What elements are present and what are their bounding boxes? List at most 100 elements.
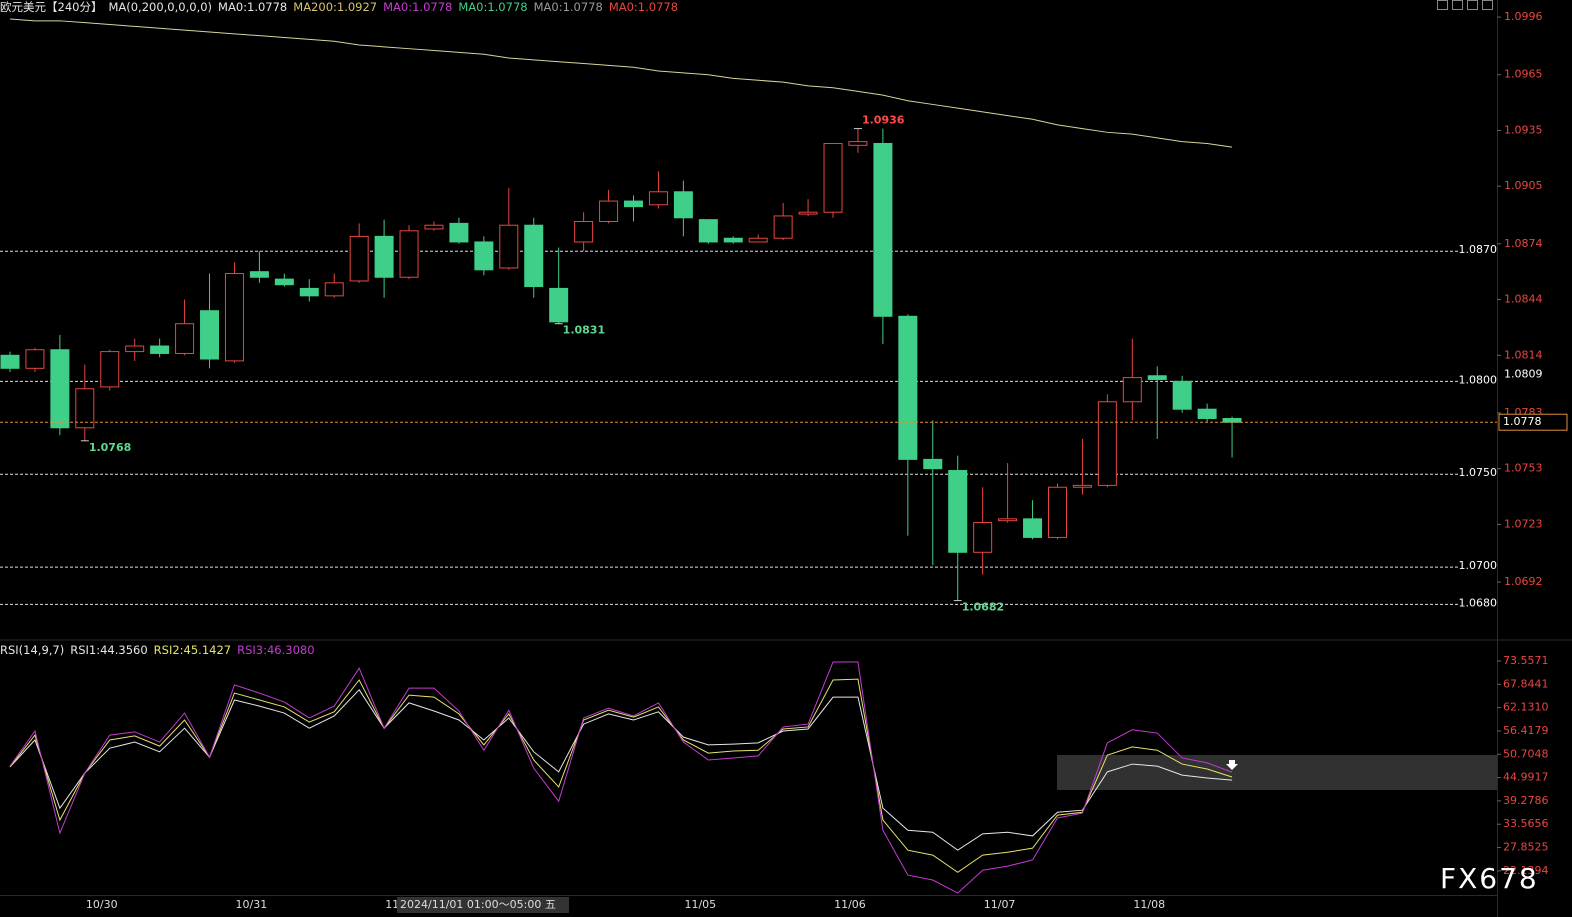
candle-body	[1072, 484, 1092, 488]
candle-body	[698, 219, 718, 243]
annotation: 1.0682	[962, 601, 1004, 614]
candle-body	[399, 230, 419, 278]
y-tick-label: 1.0814	[1504, 348, 1543, 361]
icon[interactable]	[1452, 0, 1463, 10]
candle-body	[798, 211, 818, 215]
y-tick-label: 73.5571	[1503, 654, 1549, 667]
candle-body	[499, 224, 519, 269]
candle-body	[75, 388, 95, 429]
candle-body	[50, 349, 70, 429]
price-marker: 1.0809	[1504, 368, 1543, 381]
candle-body	[424, 224, 444, 230]
candle-body	[200, 310, 220, 360]
x-tick-label: 11/06	[834, 898, 866, 911]
icon[interactable]	[1437, 0, 1448, 10]
candle-body	[848, 141, 868, 146]
y-tick-label: 1.0723	[1504, 517, 1543, 530]
legend-item: MA0:1.0778	[533, 0, 603, 14]
level-label: 1.0750	[1459, 466, 1498, 479]
candle-body	[748, 237, 768, 243]
y-tick-label: 1.0935	[1504, 123, 1543, 136]
x-tick-label: 11/07	[984, 898, 1016, 911]
candle-body	[449, 222, 469, 243]
y-tick-label: 27.8525	[1503, 841, 1549, 854]
candle-body	[374, 235, 394, 278]
current-price-box	[1498, 413, 1568, 431]
candle-body	[1197, 408, 1217, 419]
candle-body	[1122, 377, 1142, 403]
level-label: 1.0680	[1459, 596, 1498, 609]
legend-item: MA200:1.0927	[293, 0, 378, 14]
annotation: 1.0831	[563, 324, 605, 337]
candle-body	[524, 224, 544, 288]
y-tick-label: 1.0844	[1504, 293, 1543, 306]
candle-body	[25, 349, 45, 369]
candle-body	[973, 522, 993, 553]
candle-body	[948, 470, 968, 553]
candle-body	[0, 354, 20, 369]
candle-body	[549, 287, 569, 323]
watermark: FX678	[1440, 862, 1539, 895]
y-tick-label: 67.8441	[1503, 677, 1549, 690]
legend-item: MA0:1.0778	[608, 0, 679, 14]
candle-body	[1147, 375, 1167, 380]
y-tick-label: 56.4179	[1503, 724, 1549, 737]
cursor-label: 2024/11/01 01:00～05:00 五	[400, 898, 556, 911]
rsi-line	[9, 661, 1233, 894]
candle-body	[100, 351, 120, 388]
candle-body	[125, 345, 145, 353]
annotation: 1.0768	[89, 441, 131, 454]
y-tick-label: 33.5656	[1503, 817, 1549, 830]
y-tick-label: 1.0996	[1504, 10, 1543, 23]
candle-body	[574, 221, 594, 243]
candle-body	[923, 458, 943, 470]
y-tick-label: 50.7048	[1503, 747, 1549, 760]
candle-body	[349, 235, 369, 282]
y-tick-label: 1.0965	[1504, 68, 1543, 81]
symbol: 欧元美元【240分】	[0, 0, 103, 14]
legend-item: MA0:1.0778	[383, 0, 453, 14]
y-tick-label: 1.0753	[1504, 462, 1543, 475]
candle-body	[823, 142, 843, 213]
candle-body	[723, 237, 743, 243]
x-tick-label: 11/08	[1133, 898, 1165, 911]
legend-item: RSI1:44.3560	[70, 643, 148, 657]
candle-body	[1097, 401, 1117, 486]
highlight-box	[1057, 755, 1497, 790]
x-tick-label: 11/05	[684, 898, 716, 911]
level-label: 1.0800	[1459, 373, 1498, 386]
level-label: 1.0870	[1459, 243, 1498, 256]
x-tick-label: 10/31	[236, 898, 268, 911]
y-tick-label: 39.2786	[1503, 794, 1549, 807]
cursor-label-box	[397, 897, 570, 913]
rsi-header: RSI(14,9,7) RSI1:44.3560 RSI2:45.1427 RSI3:…	[0, 643, 315, 657]
candle-body	[648, 191, 668, 206]
legend-item: MA0:1.0778	[218, 0, 288, 14]
y-tick-label: 1.0874	[1504, 237, 1543, 250]
legend-item: RSI3:46.3080	[237, 643, 315, 657]
annotation: 1.0936	[862, 114, 905, 127]
y-tick-label: 1.0692	[1504, 575, 1543, 588]
candle-body	[773, 215, 793, 239]
candle-body	[474, 241, 494, 271]
candle-body	[324, 282, 344, 297]
toolbar-icons[interactable]	[1437, 0, 1493, 10]
candle-body	[1172, 380, 1192, 410]
icon[interactable]	[1482, 0, 1493, 10]
rsi-title: RSI(14,9,7)	[0, 643, 65, 657]
ma200-line	[9, 18, 1233, 148]
icon[interactable]	[1467, 0, 1478, 10]
candle-body	[150, 345, 170, 354]
legend-item: RSI2:45.1427	[153, 643, 232, 657]
y-tick-label: 1.0905	[1504, 179, 1543, 192]
candle-body	[673, 191, 693, 219]
candle-body	[1023, 518, 1043, 538]
main-header: 欧元美元【240分】 MA(0,200,0,0,0,0) MA0:1.0778 MA2…	[0, 0, 678, 14]
candle-body	[175, 323, 195, 354]
candle-body	[624, 200, 643, 208]
candle-body	[599, 200, 619, 223]
y-tick-label: 62.1310	[1503, 701, 1549, 714]
candle-body	[224, 273, 244, 362]
level-label: 1.0700	[1459, 559, 1498, 572]
